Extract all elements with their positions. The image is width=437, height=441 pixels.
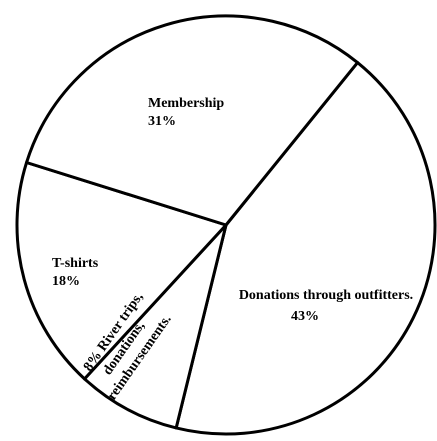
slice-river-trips [83,223,228,430]
label-donations-pct: 43% [291,309,319,324]
label-tshirts-name: T-shirts [52,256,99,271]
slice-donations-through-outfitters [174,61,437,436]
label-membership-name: Membership [148,96,224,111]
pie-slices [15,14,437,436]
label-donations-name: Donations through outfitters. [239,288,413,303]
slice-t-shirts [15,161,228,381]
label-tshirts-pct: 18% [52,274,80,289]
label-membership-pct: 31% [148,114,176,129]
slice-membership [25,14,360,227]
